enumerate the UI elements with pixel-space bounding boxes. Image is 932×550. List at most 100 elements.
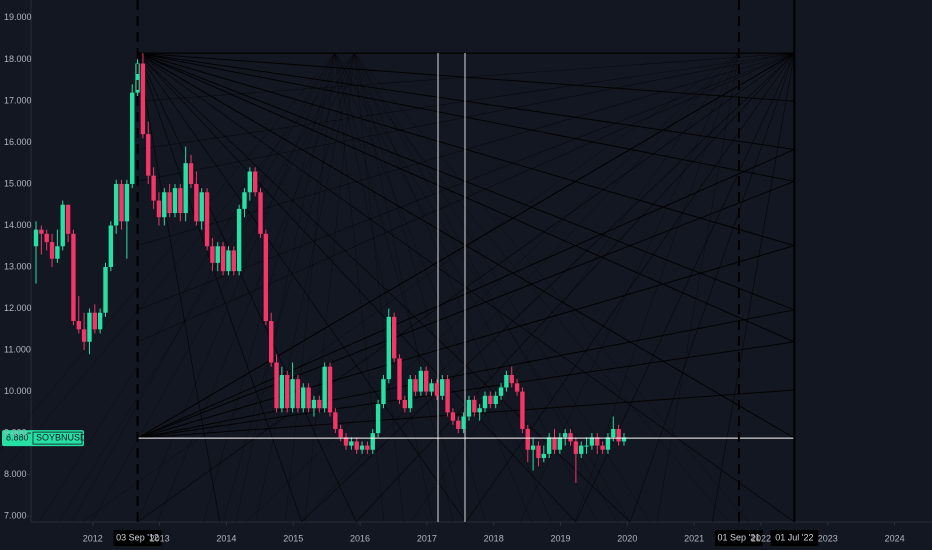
fan-line bbox=[71, 53, 335, 523]
fan-line bbox=[137, 53, 221, 523]
fan-line bbox=[354, 53, 454, 523]
candle-body bbox=[365, 445, 370, 450]
candle-body bbox=[103, 267, 108, 313]
fan-line bbox=[137, 52, 576, 523]
symbol-label: SOYBNUSD bbox=[36, 432, 87, 442]
fan-line bbox=[137, 52, 467, 523]
candle-body bbox=[39, 229, 44, 234]
fan-line bbox=[334, 53, 385, 523]
candle-body bbox=[263, 233, 269, 322]
x-tick-label: 2020 bbox=[617, 533, 637, 543]
price-label-bg bbox=[2, 430, 84, 447]
fan-line bbox=[334, 52, 729, 523]
fan-line bbox=[354, 53, 552, 523]
candle-body bbox=[402, 399, 408, 409]
fan-line bbox=[656, 53, 740, 523]
candle-body bbox=[546, 437, 552, 454]
candle-body bbox=[413, 379, 418, 392]
y-tick-label: 15.000 bbox=[4, 178, 32, 188]
x-tick-label: 2021 bbox=[684, 533, 704, 543]
fan-line bbox=[137, 52, 795, 523]
candle-body bbox=[76, 321, 81, 330]
candle-body bbox=[188, 163, 194, 184]
candle-body bbox=[183, 163, 188, 214]
candle-body bbox=[562, 433, 568, 438]
fan-line bbox=[222, 53, 355, 523]
candle-body bbox=[135, 63, 140, 93]
fan-line bbox=[354, 53, 618, 523]
candle-body bbox=[119, 183, 124, 222]
fan-line bbox=[157, 53, 355, 523]
x-tick-label: 2013 bbox=[150, 533, 170, 543]
candle-body bbox=[199, 192, 204, 222]
fan-line bbox=[334, 53, 434, 523]
y-tick-label: 19.000 bbox=[4, 12, 32, 22]
candle-body bbox=[450, 412, 456, 421]
candle-body bbox=[317, 399, 322, 409]
x-tick-label: 2017 bbox=[417, 533, 437, 543]
candle-body bbox=[327, 366, 333, 413]
candle-body bbox=[162, 192, 167, 218]
candle-body bbox=[621, 437, 627, 442]
x-tick-label: 2016 bbox=[350, 533, 370, 543]
candle-body bbox=[509, 374, 514, 384]
candle-body bbox=[482, 395, 488, 409]
candle-body bbox=[552, 437, 557, 450]
fan-line bbox=[575, 52, 795, 523]
candle-body bbox=[65, 204, 71, 234]
y-tick-label: 14.000 bbox=[4, 220, 32, 230]
candle-body bbox=[322, 366, 327, 409]
candle-body bbox=[488, 395, 493, 405]
candle-body bbox=[247, 171, 253, 193]
x-tick-label: 2024 bbox=[885, 533, 905, 543]
candle-body bbox=[525, 428, 530, 450]
fan-line bbox=[38, 53, 335, 523]
candle-body bbox=[172, 188, 178, 214]
fan-line bbox=[137, 53, 335, 523]
candle-body bbox=[391, 316, 397, 359]
candle-body bbox=[301, 387, 306, 409]
candle-body bbox=[167, 192, 172, 214]
candle-body bbox=[236, 208, 242, 272]
x-tick-label: 2019 bbox=[550, 533, 570, 543]
candle-body bbox=[595, 437, 600, 446]
gann-fan bbox=[0, 52, 795, 523]
candle-body bbox=[461, 416, 466, 429]
candle-body bbox=[375, 404, 381, 434]
candle-body bbox=[530, 445, 536, 450]
x-tick-label: 2015 bbox=[283, 533, 303, 543]
candle-body bbox=[268, 321, 274, 363]
candle-body bbox=[231, 250, 236, 272]
candle-body bbox=[589, 437, 595, 446]
candle-body bbox=[204, 192, 210, 247]
x-tick-label: 2012 bbox=[83, 533, 103, 543]
candle-body bbox=[71, 233, 76, 322]
symbol-box bbox=[32, 431, 83, 445]
candle-body bbox=[359, 445, 365, 450]
candle-body bbox=[418, 370, 424, 392]
candle-body bbox=[49, 242, 55, 259]
fan-line bbox=[137, 53, 303, 523]
y-tick-label: 7.000 bbox=[4, 511, 27, 521]
candle-body bbox=[381, 379, 386, 405]
candle-body bbox=[252, 171, 258, 193]
candle-body bbox=[130, 92, 135, 184]
fan-line bbox=[137, 341, 795, 439]
x-tick-label: 2014 bbox=[216, 533, 236, 543]
candle-body bbox=[242, 192, 247, 209]
fan-line bbox=[246, 52, 740, 523]
candle-body bbox=[573, 441, 579, 454]
fan-line bbox=[137, 52, 795, 439]
candle-body bbox=[178, 188, 183, 214]
candle-body bbox=[333, 412, 338, 429]
fan-line bbox=[354, 53, 486, 523]
fan-line bbox=[137, 52, 795, 150]
candle-body bbox=[568, 433, 573, 442]
fan-line bbox=[235, 53, 335, 523]
candle-body bbox=[434, 383, 440, 396]
fan-line bbox=[355, 52, 795, 523]
candle-body bbox=[285, 374, 290, 409]
candle-body bbox=[156, 200, 162, 218]
candle-body bbox=[92, 312, 98, 330]
